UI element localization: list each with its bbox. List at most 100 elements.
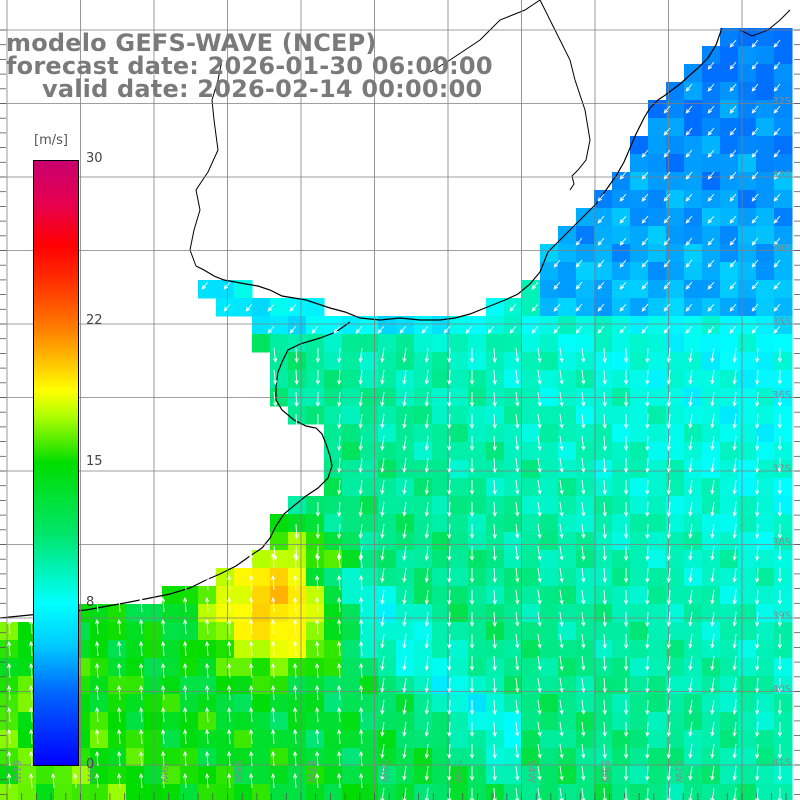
wind-cell	[738, 190, 757, 209]
wind-cell	[720, 172, 739, 191]
wind-cell	[648, 136, 667, 155]
wind-cell	[666, 118, 685, 137]
wind-cell	[540, 676, 559, 695]
wind-arrow	[777, 633, 782, 650]
wind-cell	[738, 226, 757, 245]
wind-arrow	[710, 677, 715, 693]
wind-cell	[612, 442, 631, 461]
wind-cell	[684, 658, 703, 677]
wind-cell	[486, 514, 505, 533]
wind-arrow	[559, 633, 564, 649]
wind-cell	[18, 766, 37, 785]
longitude-label: 53W	[599, 760, 610, 783]
wind-arrow	[729, 303, 737, 312]
wind-cell	[756, 586, 775, 605]
wind-cell	[738, 154, 757, 173]
wind-cell	[270, 532, 289, 551]
wind-cell	[756, 730, 775, 749]
wind-arrow	[666, 699, 671, 715]
wind-arrow	[755, 765, 760, 781]
wind-cell	[774, 136, 793, 155]
wind-arrow	[271, 685, 276, 701]
wind-cell	[630, 730, 649, 749]
wind-arrow	[515, 457, 520, 473]
wind-cell	[270, 694, 289, 713]
wind-cell	[360, 550, 379, 569]
wind-cell	[684, 100, 703, 119]
wind-arrow	[515, 369, 520, 385]
wind-arrow	[645, 743, 650, 760]
wind-arrow	[755, 523, 760, 539]
wind-arrow	[581, 677, 586, 693]
wind-cell	[522, 496, 541, 515]
wind-arrow	[117, 597, 122, 613]
wind-cell	[702, 280, 721, 299]
wind-cell	[90, 730, 109, 749]
wind-cell	[540, 496, 559, 515]
wind-cell	[684, 712, 703, 731]
wind-cell	[216, 622, 235, 641]
latitude-label: 37S	[772, 464, 791, 475]
wind-cell	[540, 550, 559, 569]
wind-cell	[504, 334, 523, 353]
wind-cell	[234, 622, 253, 641]
wind-cell	[270, 676, 289, 695]
wind-cell	[468, 748, 487, 767]
wind-arrow	[751, 215, 759, 224]
wind-cell	[702, 370, 721, 389]
wind-arrow	[95, 619, 100, 635]
wind-arrow	[597, 281, 605, 290]
wind-cell	[468, 370, 487, 389]
wind-cell	[720, 244, 739, 263]
wind-arrow	[117, 751, 122, 767]
wind-arrow	[359, 773, 364, 789]
wind-cell	[774, 568, 793, 587]
wind-arrow	[537, 721, 542, 737]
wind-arrow	[663, 171, 671, 180]
wind-cell	[684, 514, 703, 533]
wind-cell	[612, 514, 631, 533]
wind-cell	[756, 478, 775, 497]
wind-cell	[594, 280, 613, 299]
wind-cell	[162, 748, 181, 767]
wind-cell	[540, 532, 559, 551]
wind-arrow	[602, 699, 607, 715]
wind-arrow	[755, 567, 760, 583]
wind-arrow	[645, 523, 650, 540]
wind-arrow	[755, 655, 760, 671]
wind-cell	[108, 622, 127, 641]
wind-cell	[630, 496, 649, 515]
latitude-label: 38S	[772, 537, 791, 548]
wind-cell	[180, 658, 199, 677]
wind-arrow	[553, 325, 561, 334]
wind-cell	[216, 604, 235, 623]
wind-arrow	[358, 347, 363, 363]
wind-arrow	[688, 391, 693, 407]
wind-cell	[486, 694, 505, 713]
wind-arrow	[575, 259, 583, 268]
wind-cell	[720, 424, 739, 443]
wind-arrow	[537, 765, 542, 781]
wind-arrow	[755, 369, 760, 385]
wind-cell	[342, 478, 361, 497]
wind-arrow	[139, 707, 144, 723]
wind-cell	[306, 532, 325, 551]
wind-cell	[630, 226, 649, 245]
latitude-label: 41S	[772, 758, 791, 769]
wind-cell	[288, 532, 307, 551]
wind-cell	[648, 694, 667, 713]
wind-cell	[666, 550, 685, 569]
wind-cell	[666, 316, 685, 335]
wind-arrow	[515, 699, 520, 715]
wind-arrow	[402, 501, 407, 517]
latitude-label: 33S	[772, 170, 791, 181]
wind-cell	[180, 604, 199, 623]
wind-arrow	[641, 325, 649, 334]
wind-cell	[738, 172, 757, 191]
wind-arrow	[469, 413, 475, 430]
wind-cell	[774, 298, 793, 317]
wind-arrow	[732, 655, 737, 671]
wind-cell	[738, 514, 757, 533]
wind-arrow	[402, 567, 407, 583]
wind-cell	[360, 514, 379, 533]
